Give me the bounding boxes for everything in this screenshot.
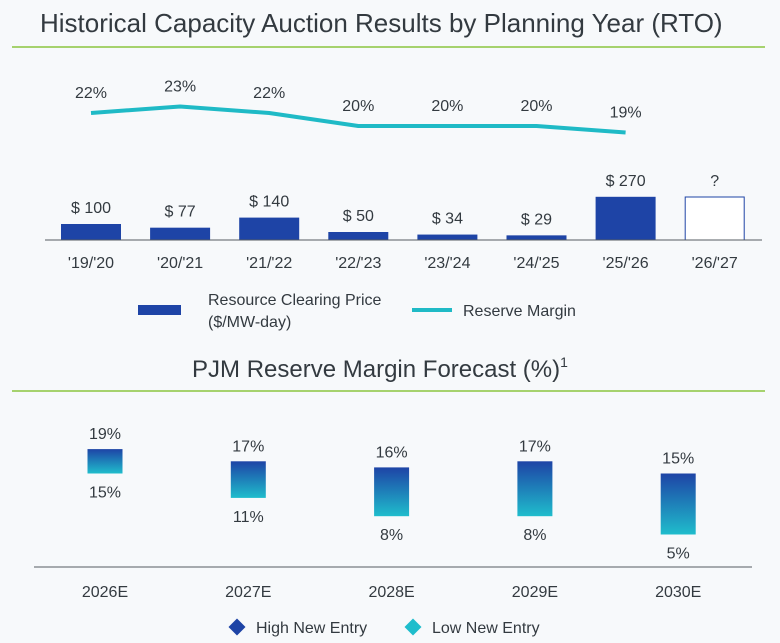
forecast-chart: 19% 15% 2026E 17% 11% 2027E 16% 8% 2028E 17% 8% 202… — [34, 426, 752, 601]
bar-value-label: $ 77 — [165, 204, 196, 221]
bar-value-label: $ 29 — [521, 211, 552, 228]
high-value-label: 16% — [376, 444, 408, 461]
x-tick-label: 2027E — [225, 584, 271, 601]
legend-label-clearing-price: Resource Clearing Price — [208, 292, 382, 309]
legend-diamond-high-icon — [228, 618, 246, 636]
bar-placeholder — [684, 196, 745, 241]
high-value-label: 17% — [232, 438, 264, 455]
bar-value-label: ? — [710, 173, 719, 190]
line-value-label: 23% — [164, 79, 196, 96]
low-value-label: 8% — [380, 527, 403, 544]
x-tick-label: 2030E — [655, 584, 701, 601]
legend-label-reserve-margin: Reserve Margin — [463, 303, 576, 320]
bar-clearing-price — [506, 235, 567, 240]
bar-value-label: $ 100 — [71, 200, 111, 217]
auction-legend: Resource Clearing Price ($/MW-day) Reser… — [138, 292, 576, 331]
chart-title-forecast: PJM Reserve Margin Forecast (%)1 — [192, 354, 568, 383]
chart-title-forecast-footnote: 1 — [560, 354, 568, 370]
forecast-legend: High New Entry Low New Entry — [228, 618, 540, 637]
x-tick-label: '25/'26 — [603, 255, 649, 272]
legend-swatch-clearing-price — [138, 305, 181, 315]
legend-diamond-low-icon — [404, 618, 422, 636]
low-value-label: 15% — [89, 485, 121, 502]
line-value-label: 20% — [342, 98, 374, 115]
line-value-label: 22% — [253, 85, 285, 102]
line-value-label: 20% — [431, 98, 463, 115]
x-tick-label: '26/'27 — [692, 255, 738, 272]
x-tick-label: '24/'25 — [513, 255, 559, 272]
x-tick-label: '23/'24 — [424, 255, 470, 272]
bar-value-label: $ 34 — [432, 211, 463, 228]
line-value-label: 20% — [520, 98, 552, 115]
x-tick-label: '22/'23 — [335, 255, 381, 272]
high-value-label: 15% — [662, 451, 694, 468]
bar-clearing-price — [61, 224, 121, 240]
bar-clearing-price — [417, 234, 478, 240]
x-tick-label: '19/'20 — [68, 255, 114, 272]
range-bar — [517, 461, 553, 517]
bar-clearing-price — [150, 227, 211, 240]
legend-label-high: High New Entry — [256, 620, 367, 637]
auction-chart: $ 100 '19/'20 $ 77 '20/'21 $ 140 '21/'22 $ 50 '… — [45, 79, 762, 272]
high-value-label: 17% — [519, 438, 551, 455]
high-value-label: 19% — [89, 426, 121, 443]
line-value-label: 19% — [610, 105, 642, 122]
legend-label-low: Low New Entry — [432, 620, 540, 637]
range-bar — [374, 467, 410, 517]
x-tick-label: 2029E — [512, 584, 558, 601]
x-tick-label: 2028E — [368, 584, 414, 601]
range-bar — [87, 449, 123, 474]
range-bar — [660, 473, 696, 535]
chart-title-auction: Historical Capacity Auction Results by P… — [40, 8, 723, 38]
low-value-label: 8% — [523, 527, 546, 544]
x-tick-label: 2026E — [82, 584, 128, 601]
bar-value-label: $ 50 — [343, 208, 374, 225]
line-value-label: 22% — [75, 85, 107, 102]
legend-label-clearing-price-unit: ($/MW-day) — [208, 314, 291, 331]
low-value-label: 5% — [667, 546, 690, 563]
chart-title-forecast-text: PJM Reserve Margin Forecast (%) — [192, 356, 560, 383]
low-value-label: 11% — [233, 509, 264, 526]
x-tick-label: '20/'21 — [157, 255, 203, 272]
bar-clearing-price — [239, 217, 300, 240]
bar-clearing-price — [328, 232, 389, 240]
bar-value-label: $ 140 — [249, 194, 289, 211]
x-tick-label: '21/'22 — [246, 255, 292, 272]
bar-clearing-price — [595, 196, 656, 240]
range-bar — [230, 461, 266, 498]
bar-value-label: $ 270 — [606, 173, 646, 190]
reserve-margin-line — [90, 104, 626, 135]
